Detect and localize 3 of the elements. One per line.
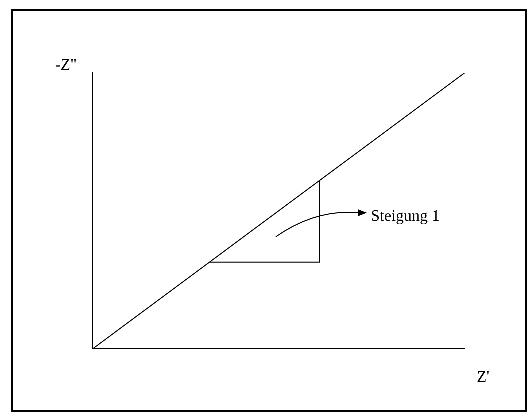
x-axis-title: Z' — [477, 369, 490, 386]
annotation: Steigung 1 — [371, 208, 440, 226]
y-axis-title: -Z" — [55, 57, 77, 74]
